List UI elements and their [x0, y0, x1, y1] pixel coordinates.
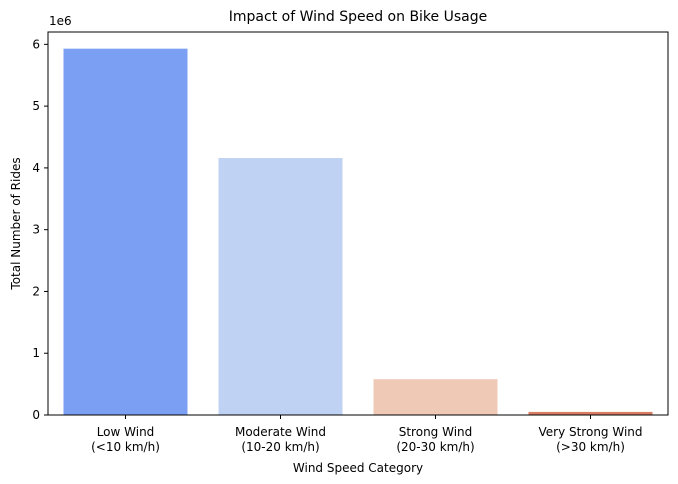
- y-tick-label-4: 4: [32, 161, 40, 175]
- x-axis-label: Wind Speed Category: [293, 461, 423, 475]
- x-tick-label-2-line-1: (20-30 km/h): [396, 440, 474, 454]
- y-tick-label-2: 2: [32, 284, 40, 298]
- x-tick-label-1-line-1: (10-20 km/h): [241, 440, 319, 454]
- x-tick-label-2-line-0: Strong Wind: [399, 425, 473, 439]
- x-tick-label-3-line-1: (>30 km/h): [556, 440, 625, 454]
- y-axis-offset-label: 1e6: [49, 14, 72, 28]
- x-tick-label-0-line-1: (<10 km/h): [91, 440, 160, 454]
- y-axis-ticks: 0 1 2 3 4 5 6: [32, 37, 48, 422]
- y-axis-label: Total Number of Rides: [9, 157, 23, 290]
- bar-2: [373, 379, 498, 415]
- y-tick-label-6: 6: [32, 37, 40, 51]
- x-tick-label-1-line-0: Moderate Wind: [235, 425, 326, 439]
- bar-3: [528, 411, 653, 415]
- x-axis-ticks: Low Wind(<10 km/h) Moderate Wind(10-20 km…: [91, 415, 643, 454]
- bar-0: [63, 48, 188, 416]
- bar-1: [218, 158, 343, 415]
- axes-frame: [47, 31, 669, 416]
- chart-title: Impact of Wind Speed on Bike Usage: [229, 9, 487, 25]
- bars-group: [63, 48, 653, 416]
- y-tick-label-0: 0: [32, 408, 40, 422]
- y-tick-label-3: 3: [32, 223, 40, 237]
- y-tick-label-1: 1: [32, 346, 40, 360]
- y-tick-label-5: 5: [32, 99, 40, 113]
- x-tick-label-3-line-0: Very Strong Wind: [538, 425, 642, 439]
- x-tick-label-0-line-0: Low Wind: [97, 425, 155, 439]
